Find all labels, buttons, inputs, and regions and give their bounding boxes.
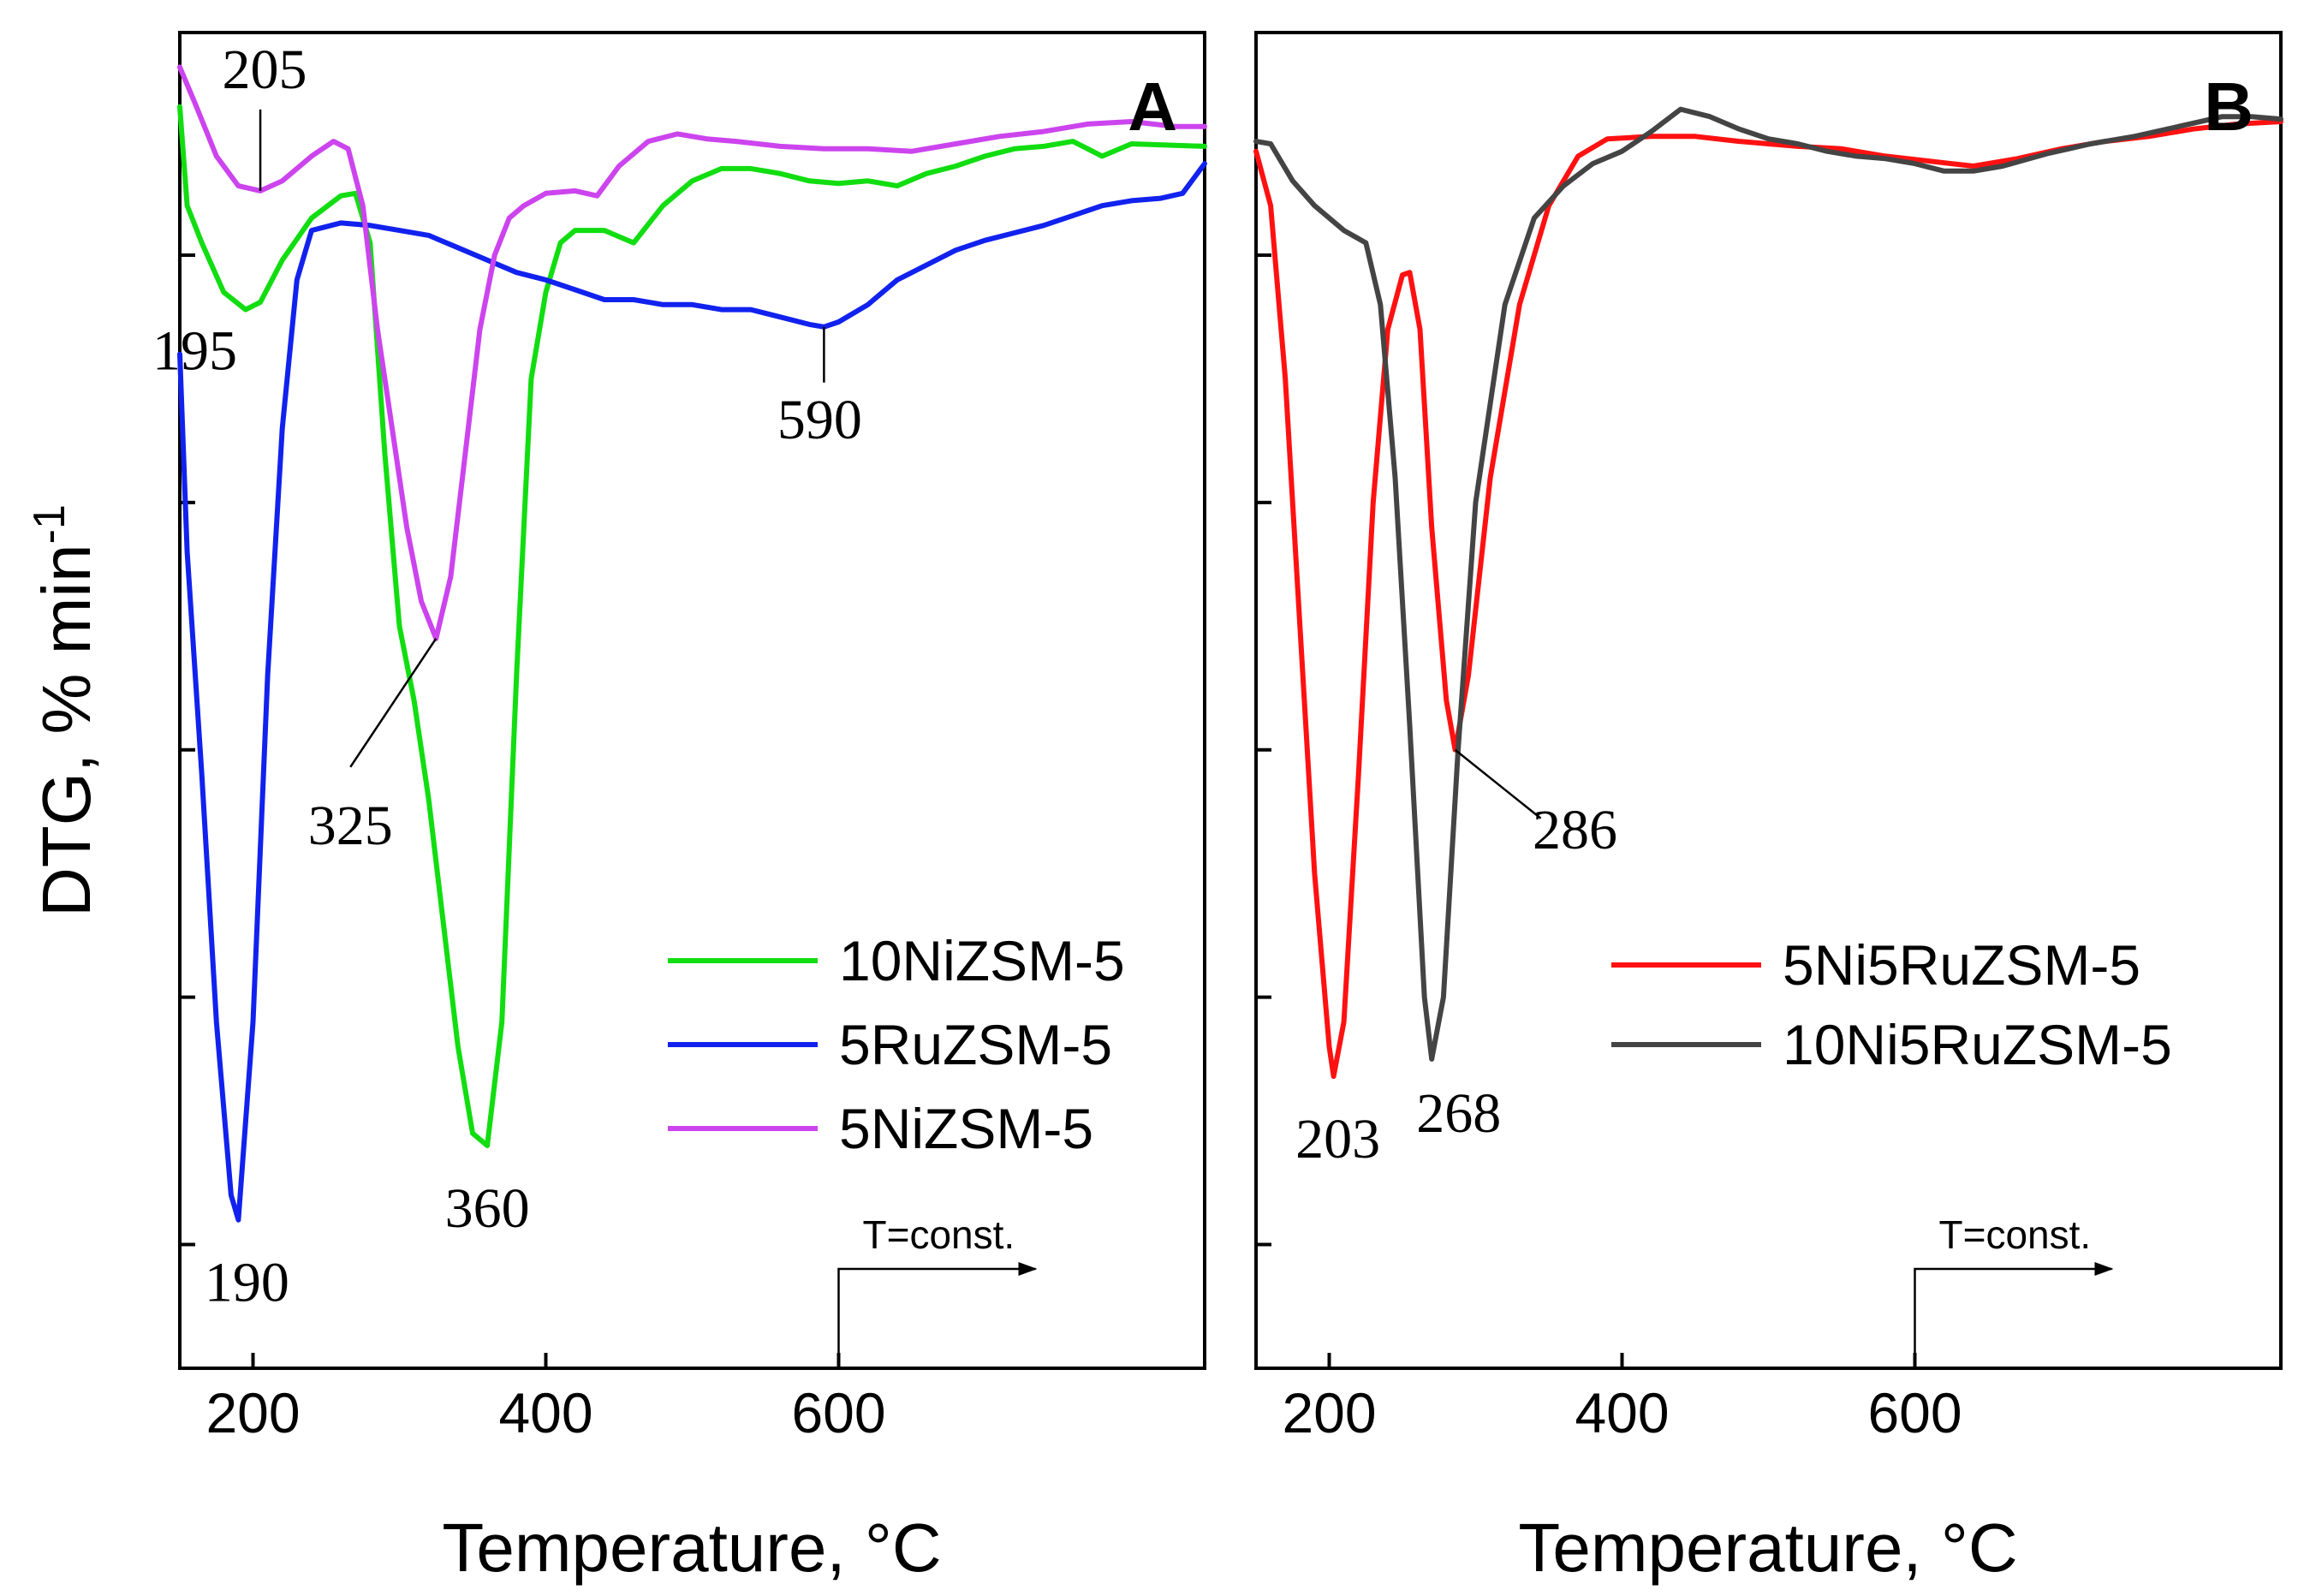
peak-label-203: 203 (1295, 1108, 1380, 1170)
panel-b-series (1253, 106, 2283, 1080)
panel-b-tconst-arrow (1914, 1267, 2112, 1368)
series-line-10nizsm5 (177, 104, 1207, 1148)
peak-label-268: 268 (1416, 1082, 1501, 1145)
panel-b-x-axis-title: Temperature, °C (1518, 1510, 2017, 1586)
panel-b: 200 400 600 203 268 286 B Temperature, °C 5N… (1253, 31, 2283, 1586)
legend-label-5nizsm5: 5NiZSM-5 (839, 1097, 1093, 1160)
x-tick-label-400: 400 (498, 1381, 592, 1444)
panel-b-annotations: 203 268 286 (1295, 748, 1617, 1170)
peak-label-590: 590 (777, 389, 862, 451)
panel-a-annotations: 205 195 325 360 190 590 (152, 39, 862, 1314)
series-line-5nizsm5 (177, 64, 1207, 641)
legend-label-10nizsm5: 10NiZSM-5 (839, 929, 1125, 992)
y-axis-title: DTG, % min-1 (25, 504, 104, 917)
x-tick-label-400: 400 (1575, 1381, 1669, 1444)
panel-b-tconst-marker: T=const. (1914, 1212, 2114, 1368)
panel-a: 200 400 600 205 195 325 360 190 590 A Temperatu… (152, 31, 1207, 1586)
tconst-arrowhead (1018, 1262, 1038, 1276)
x-tick-label-200: 200 (1282, 1381, 1376, 1444)
series-line-5ni5ruzsm5 (1253, 119, 2283, 1080)
x-tick-label-600: 600 (1867, 1381, 1962, 1444)
panel-a-legend: 10NiZSM-5 5RuZSM-5 5NiZSM-5 (668, 929, 1125, 1160)
peak-label-325: 325 (308, 795, 393, 857)
panel-a-tconst-arrow (837, 1267, 1036, 1368)
x-tick-label-600: 600 (791, 1381, 885, 1444)
legend-label-5ruzsm5: 5RuZSM-5 (839, 1013, 1112, 1076)
panel-b-tconst-label: T=const. (1939, 1212, 2092, 1257)
panel-a-label: A (1128, 68, 1177, 145)
panel-a-tconst-marker: T=const. (837, 1212, 1038, 1368)
x-tick-label-200: 200 (205, 1381, 300, 1444)
panel-b-x-tick-labels: 200 400 600 (1282, 1381, 1962, 1444)
panel-a-frame (178, 31, 1206, 1370)
peak-label-286: 286 (1533, 799, 1617, 861)
peak-label-360: 360 (445, 1177, 530, 1240)
peak-leader-325 (349, 638, 438, 768)
panel-a-x-tick-labels: 200 400 600 (205, 1381, 885, 1444)
legend-label-5ni5ruzsm5: 5Ni5RuZSM-5 (1783, 933, 2140, 997)
panel-a-x-axis-title: Temperature, °C (442, 1510, 941, 1586)
legend-label-10ni5ruzsm5: 10Ni5RuZSM-5 (1783, 1013, 2172, 1076)
panel-b-legend: 5Ni5RuZSM-5 10Ni5RuZSM-5 (1611, 933, 2172, 1076)
panel-b-frame (1254, 31, 2283, 1370)
panel-a-tconst-label: T=const. (863, 1212, 1015, 1257)
panel-a-series (177, 64, 1207, 1223)
tconst-arrowhead (2094, 1262, 2114, 1276)
peak-label-205: 205 (223, 39, 307, 101)
series-line-5ruzsm5 (177, 161, 1207, 1223)
series-line-10ni5ruzsm5 (1253, 106, 2283, 1062)
peak-leader-286 (1454, 748, 1542, 819)
peak-label-190: 190 (205, 1252, 289, 1314)
panel-b-label: B (2204, 68, 2253, 145)
peak-label-195: 195 (152, 320, 237, 383)
y-axis-title-superscript: -1 (25, 504, 74, 544)
